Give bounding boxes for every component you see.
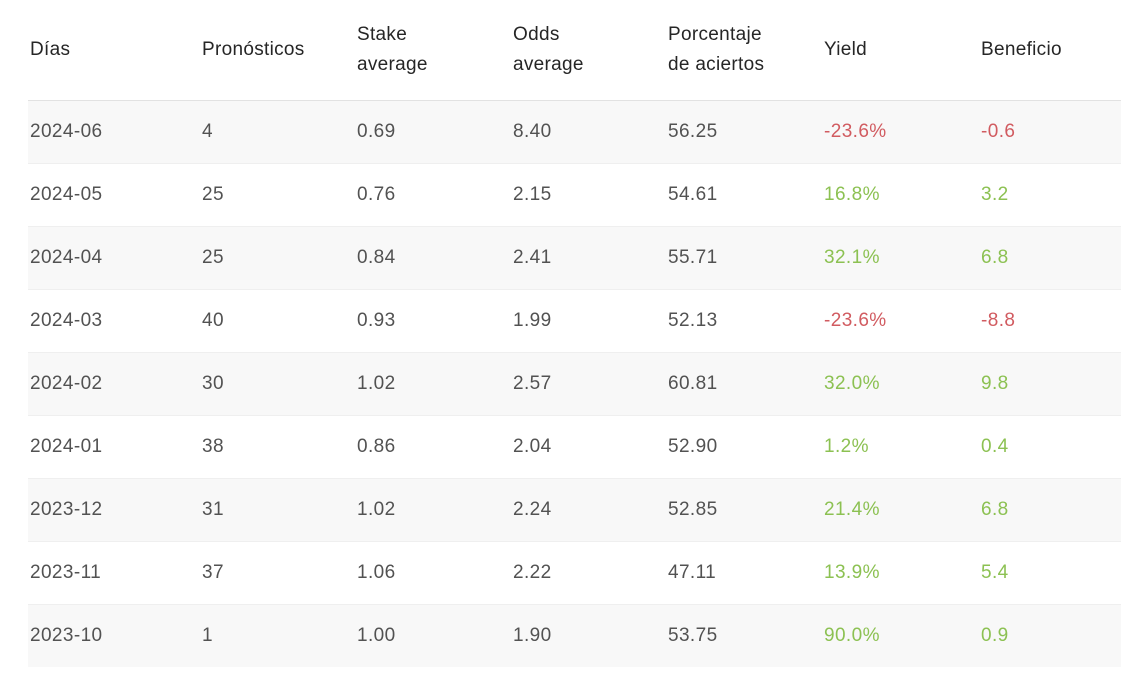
cell-odds_average: 1.90 bbox=[511, 604, 666, 667]
cell-stake_average: 0.76 bbox=[355, 163, 511, 227]
cell-dias: 2024-02 bbox=[28, 352, 200, 416]
cell-dias: 2023-11 bbox=[28, 541, 200, 605]
cell-pronosticos: 37 bbox=[200, 541, 355, 605]
table-row: 2024-06 4 0.69 8.40 56.25 -23.6% -0.6 bbox=[28, 100, 1121, 164]
table-row: 2023-10 1 1.00 1.90 53.75 90.0% 0.9 bbox=[28, 604, 1121, 667]
cell-odds_average: 8.40 bbox=[511, 100, 666, 164]
table-row: 2024-05 25 0.76 2.15 54.61 16.8% 3.2 bbox=[28, 163, 1121, 227]
cell-beneficio: 9.8 bbox=[979, 352, 1121, 416]
table-row: 2023-12 31 1.02 2.24 52.85 21.4% 6.8 bbox=[28, 478, 1121, 542]
cell-porcentaje_de_aciertos: 53.75 bbox=[666, 604, 822, 667]
cell-yield: 1.2% bbox=[822, 415, 979, 479]
column-header-line: Beneficio bbox=[981, 39, 1062, 60]
cell-stake_average: 1.06 bbox=[355, 541, 511, 605]
cell-odds_average: 2.41 bbox=[511, 226, 666, 290]
cell-dias: 2024-05 bbox=[28, 163, 200, 227]
cell-pronosticos: 31 bbox=[200, 478, 355, 542]
cell-stake_average: 0.93 bbox=[355, 289, 511, 353]
table-body: 2024-06 4 0.69 8.40 56.25 -23.6% -0.6 2024-05 25… bbox=[28, 100, 1121, 667]
cell-pronosticos: 30 bbox=[200, 352, 355, 416]
cell-odds_average: 2.57 bbox=[511, 352, 666, 416]
cell-stake_average: 1.02 bbox=[355, 352, 511, 416]
cell-odds_average: 2.22 bbox=[511, 541, 666, 605]
column-header-line: average bbox=[513, 54, 584, 75]
cell-odds_average: 2.24 bbox=[511, 478, 666, 542]
cell-yield: 21.4% bbox=[822, 478, 979, 542]
cell-beneficio: 0.4 bbox=[979, 415, 1121, 479]
cell-porcentaje_de_aciertos: 52.85 bbox=[666, 478, 822, 542]
cell-yield: -23.6% bbox=[822, 289, 979, 353]
cell-beneficio: 5.4 bbox=[979, 541, 1121, 605]
table-row: 2023-11 37 1.06 2.22 47.11 13.9% 5.4 bbox=[28, 541, 1121, 605]
column-header-line: Días bbox=[30, 39, 71, 60]
cell-dias: 2024-04 bbox=[28, 226, 200, 290]
cell-porcentaje_de_aciertos: 52.13 bbox=[666, 289, 822, 353]
column-header-line: Stake bbox=[357, 24, 408, 45]
column-header-line: de aciertos bbox=[668, 54, 765, 75]
cell-pronosticos: 38 bbox=[200, 415, 355, 479]
cell-beneficio: -0.6 bbox=[979, 100, 1121, 164]
cell-pronosticos: 1 bbox=[200, 604, 355, 667]
cell-porcentaje_de_aciertos: 47.11 bbox=[666, 541, 822, 605]
cell-porcentaje_de_aciertos: 52.90 bbox=[666, 415, 822, 479]
cell-yield: 32.1% bbox=[822, 226, 979, 290]
cell-yield: 90.0% bbox=[822, 604, 979, 667]
cell-porcentaje_de_aciertos: 54.61 bbox=[666, 163, 822, 227]
header-row: Días Pronósticos Stake average Odds average Po… bbox=[28, 0, 1121, 101]
column-header-beneficio: Beneficio bbox=[979, 0, 1121, 101]
cell-beneficio: -8.8 bbox=[979, 289, 1121, 353]
cell-beneficio: 6.8 bbox=[979, 226, 1121, 290]
cell-dias: 2023-10 bbox=[28, 604, 200, 667]
table-row: 2024-02 30 1.02 2.57 60.81 32.0% 9.8 bbox=[28, 352, 1121, 416]
cell-pronosticos: 4 bbox=[200, 100, 355, 164]
cell-pronosticos: 40 bbox=[200, 289, 355, 353]
cell-porcentaje_de_aciertos: 56.25 bbox=[666, 100, 822, 164]
cell-yield: 13.9% bbox=[822, 541, 979, 605]
cell-stake_average: 1.02 bbox=[355, 478, 511, 542]
cell-odds_average: 1.99 bbox=[511, 289, 666, 353]
cell-pronosticos: 25 bbox=[200, 163, 355, 227]
cell-stake_average: 0.69 bbox=[355, 100, 511, 164]
cell-dias: 2023-12 bbox=[28, 478, 200, 542]
column-header-line: Yield bbox=[824, 39, 868, 60]
column-header-line: Porcentaje bbox=[668, 24, 762, 45]
cell-beneficio: 0.9 bbox=[979, 604, 1121, 667]
column-header-odds_average: Odds average bbox=[511, 0, 666, 101]
cell-dias: 2024-01 bbox=[28, 415, 200, 479]
cell-yield: 32.0% bbox=[822, 352, 979, 416]
cell-odds_average: 2.04 bbox=[511, 415, 666, 479]
table-header: Días Pronósticos Stake average Odds average Po… bbox=[28, 0, 1121, 101]
column-header-line: Pronósticos bbox=[202, 39, 305, 60]
cell-yield: -23.6% bbox=[822, 100, 979, 164]
column-header-yield: Yield bbox=[822, 0, 979, 101]
column-header-line: average bbox=[357, 54, 428, 75]
cell-odds_average: 2.15 bbox=[511, 163, 666, 227]
table-row: 2024-03 40 0.93 1.99 52.13 -23.6% -8.8 bbox=[28, 289, 1121, 353]
cell-yield: 16.8% bbox=[822, 163, 979, 227]
column-header-porcentaje_de_aciertos: Porcentaje de aciertos bbox=[666, 0, 822, 101]
table-row: 2024-04 25 0.84 2.41 55.71 32.1% 6.8 bbox=[28, 226, 1121, 290]
cell-dias: 2024-03 bbox=[28, 289, 200, 353]
cell-beneficio: 6.8 bbox=[979, 478, 1121, 542]
column-header-dias: Días bbox=[28, 0, 200, 101]
column-header-stake_average: Stake average bbox=[355, 0, 511, 101]
column-header-pronosticos: Pronósticos bbox=[200, 0, 355, 101]
cell-pronosticos: 25 bbox=[200, 226, 355, 290]
cell-stake_average: 0.84 bbox=[355, 226, 511, 290]
cell-stake_average: 1.00 bbox=[355, 604, 511, 667]
cell-stake_average: 0.86 bbox=[355, 415, 511, 479]
cell-beneficio: 3.2 bbox=[979, 163, 1121, 227]
monthly-stats-table: Días Pronósticos Stake average Odds average Po… bbox=[28, 0, 1121, 667]
table-row: 2024-01 38 0.86 2.04 52.90 1.2% 0.4 bbox=[28, 415, 1121, 479]
column-header-line: Odds bbox=[513, 24, 560, 45]
cell-porcentaje_de_aciertos: 55.71 bbox=[666, 226, 822, 290]
cell-porcentaje_de_aciertos: 60.81 bbox=[666, 352, 822, 416]
cell-dias: 2024-06 bbox=[28, 100, 200, 164]
